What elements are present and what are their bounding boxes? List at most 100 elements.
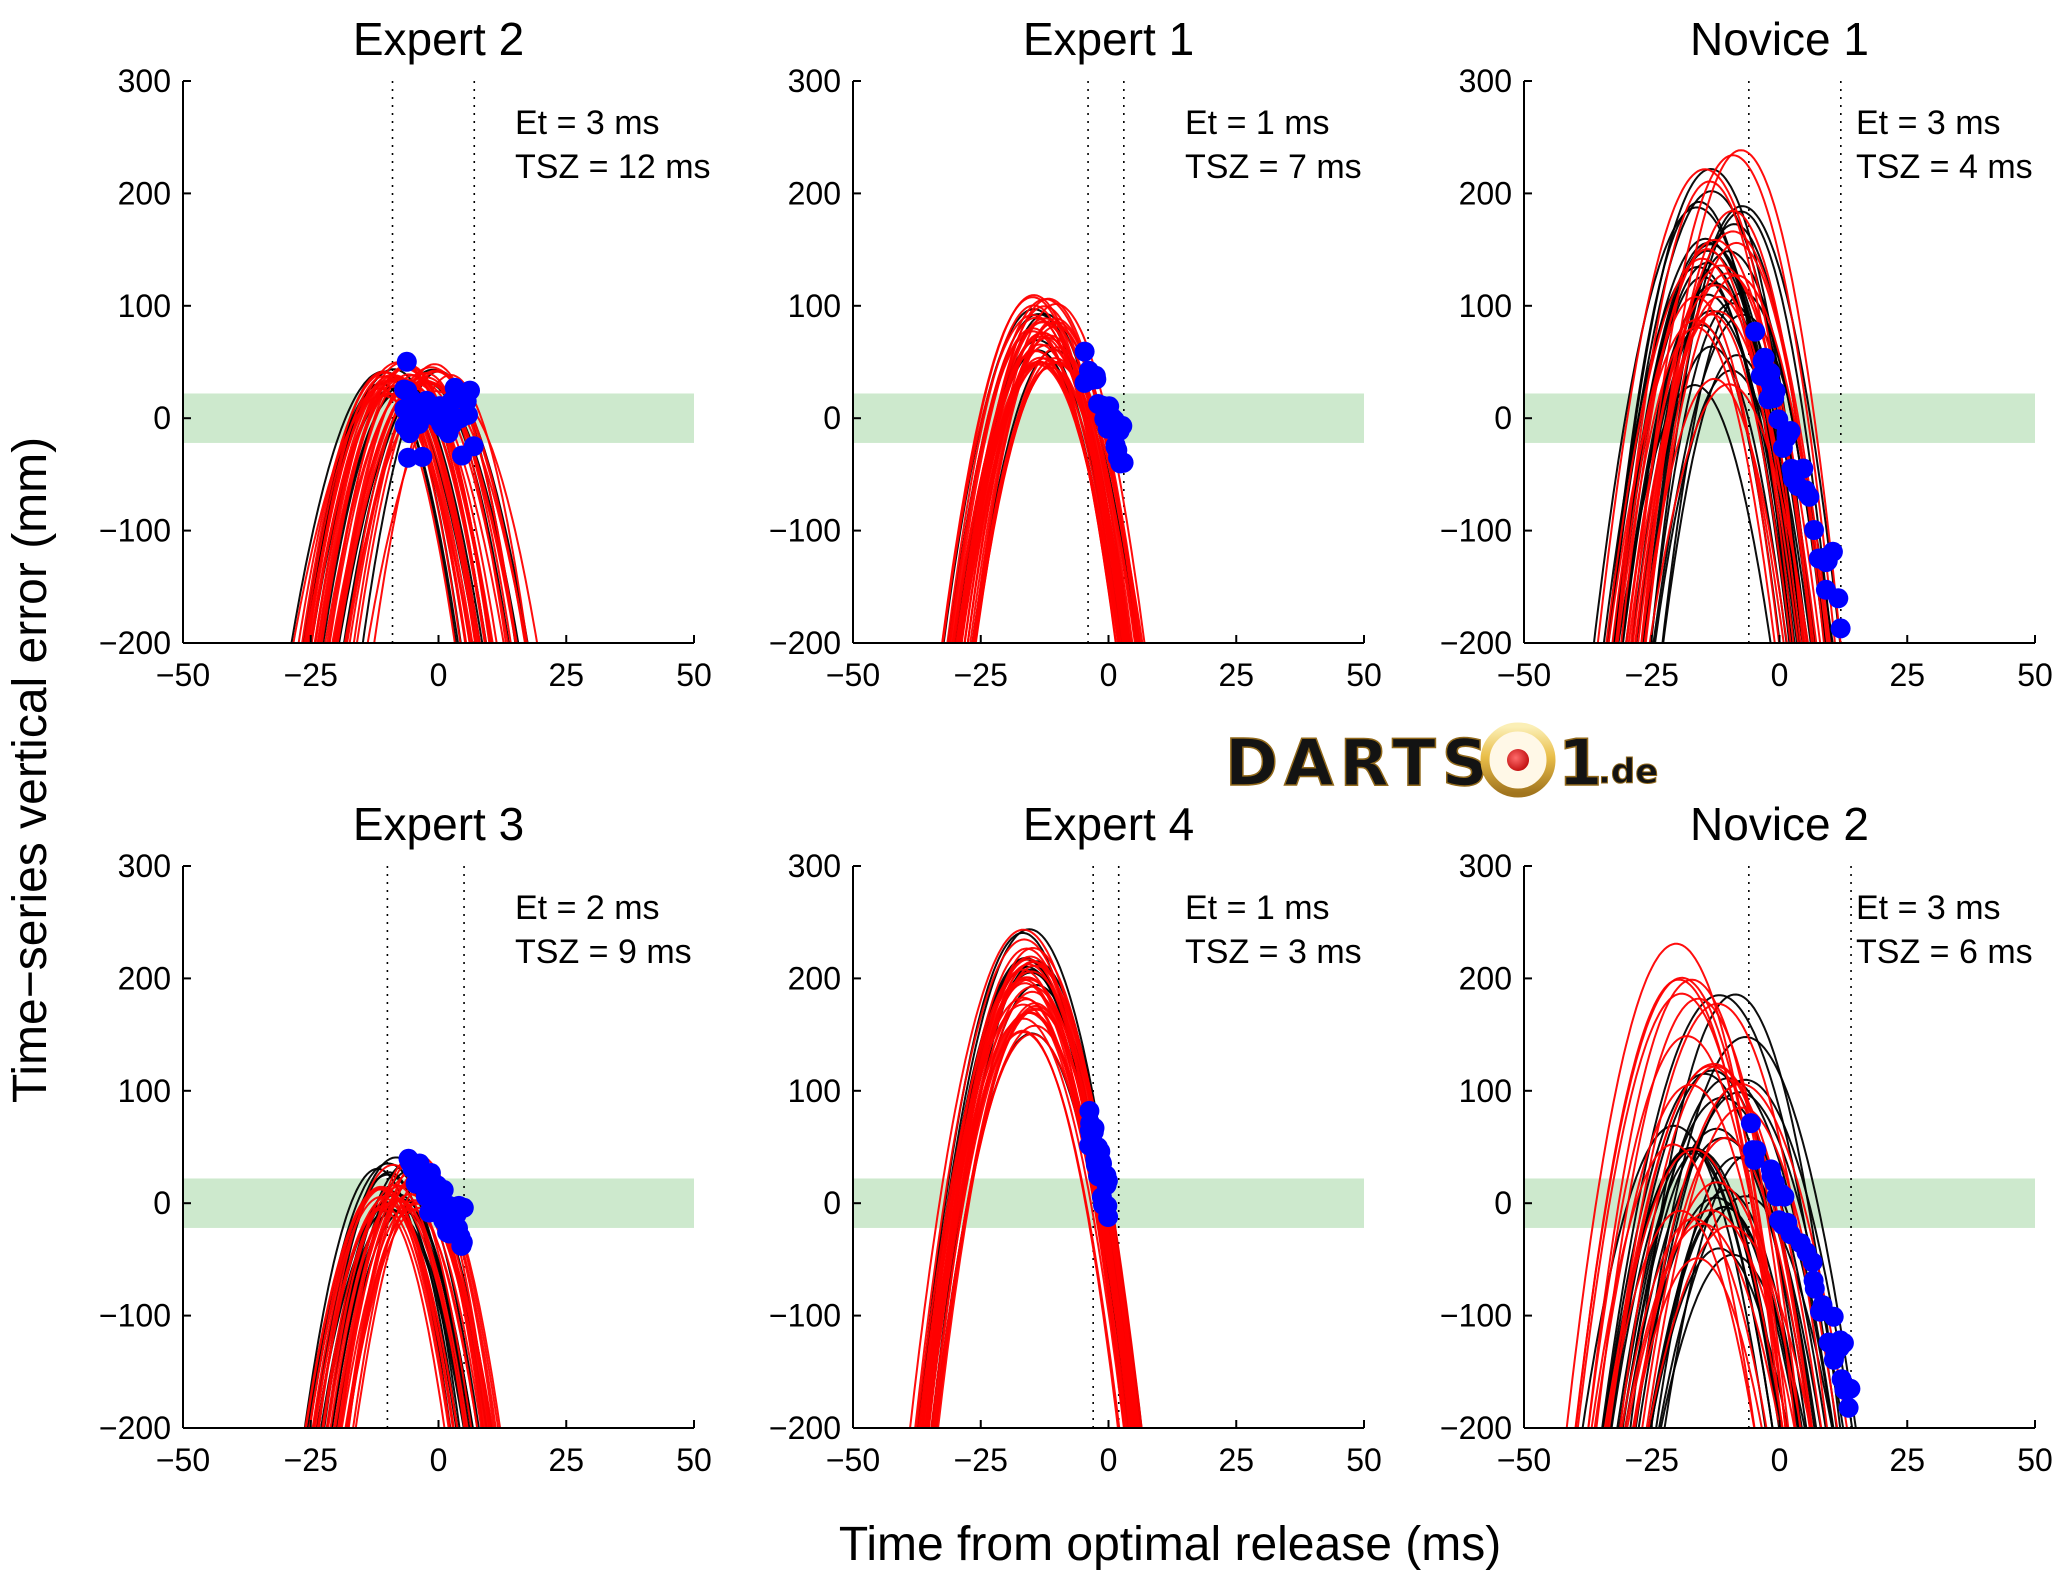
release-point [451, 1235, 472, 1256]
hit-trajectory [355, 370, 518, 643]
hit-trajectory [314, 1163, 473, 1428]
watermark-brand: DARTS [1225, 727, 1494, 801]
et-annotation: Et = 3 ms [1856, 889, 2001, 927]
y-tick-label: 100 [118, 288, 171, 324]
x-tick-label: −25 [284, 657, 338, 693]
miss-trajectory [1643, 205, 1842, 643]
x-tick-label: −25 [284, 1442, 338, 1478]
hit-trajectory [1641, 1136, 1811, 1428]
release-point [398, 1148, 419, 1169]
x-tick-label: 25 [1889, 1442, 1925, 1478]
y-tick-label: 200 [788, 960, 841, 996]
y-tick-label: −100 [769, 513, 841, 549]
y-tick-label: −200 [769, 625, 841, 661]
release-point [1744, 1149, 1765, 1170]
x-tick-label: 50 [1346, 1442, 1382, 1478]
hit-trajectory [973, 357, 1136, 643]
y-tick-label: 300 [788, 63, 841, 99]
y-tick-label: 200 [118, 960, 171, 996]
miss-trajectory [1601, 994, 1838, 1428]
hit-trajectory [1647, 1224, 1812, 1428]
release-points [394, 351, 484, 468]
hit-trajectory [1616, 326, 1776, 643]
y-tick-label: 300 [118, 63, 171, 99]
bullseye-dot-icon [1507, 749, 1529, 771]
release-point [460, 380, 480, 401]
hit-trajectory [1626, 1209, 1796, 1428]
release-point [1766, 1186, 1787, 1207]
et-annotation: Et = 3 ms [515, 104, 660, 142]
miss-trajectory [1637, 1078, 1854, 1428]
y-tick-label: 0 [823, 1185, 841, 1221]
hit-trajectory [941, 313, 1125, 643]
release-point [1818, 1332, 1839, 1353]
x-tick-label: 50 [2017, 1442, 2053, 1478]
panel-title: Expert 2 [353, 13, 524, 65]
release-point [1074, 341, 1095, 362]
hit-trajectory [1624, 1222, 1781, 1428]
x-tick-label: −25 [954, 657, 1008, 693]
miss-trajectory [312, 1156, 480, 1428]
hit-trajectory [346, 1201, 487, 1428]
x-tick-label: 50 [2017, 657, 2053, 693]
release-point [1079, 1100, 1100, 1121]
y-tick-label: −100 [99, 1298, 171, 1334]
release-point [1740, 1113, 1761, 1134]
tsz-annotation: TSZ = 4 ms [1856, 148, 2033, 186]
hit-trajectory [325, 1183, 466, 1428]
hit-trajectory [951, 350, 1121, 643]
x-tick-label: 25 [548, 657, 584, 693]
release-point [442, 414, 462, 435]
hit-trajectory [304, 1185, 459, 1428]
x-tick-label: 0 [430, 657, 448, 693]
release-points [1079, 1100, 1119, 1227]
release-point [1107, 440, 1128, 461]
release-point [1093, 1194, 1113, 1215]
hit-trajectory [1630, 154, 1836, 643]
x-tick-label: 50 [1346, 657, 1382, 693]
y-tick-label: 300 [1459, 848, 1512, 884]
y-tick-label: 300 [118, 848, 171, 884]
hit-trajectory [348, 381, 512, 643]
et-annotation: Et = 2 ms [515, 889, 660, 927]
release-point [1830, 618, 1851, 639]
hit-trajectory [321, 1202, 455, 1428]
y-tick-label: −100 [1440, 1298, 1512, 1334]
x-tick-label: −50 [156, 1442, 210, 1478]
y-tick-label: −200 [99, 625, 171, 661]
x-tick-label: −50 [826, 657, 880, 693]
y-tick-label: −100 [1440, 513, 1512, 549]
panel-title: Novice 2 [1690, 798, 1869, 850]
release-point [1084, 1118, 1105, 1138]
y-tick-label: −200 [1440, 625, 1512, 661]
release-point [412, 406, 433, 427]
y-tick-label: 200 [1459, 960, 1512, 996]
panel-novice-2: 300 200 100 0 −100 −200−50 −25 0 25 50 Novice 2 Et … [1440, 798, 2053, 1478]
release-point [1790, 1233, 1811, 1254]
hit-trajectory [1587, 978, 1797, 1428]
hit-trajectory [1603, 1148, 1784, 1428]
hit-trajectory [1640, 149, 1842, 643]
y-tick-label: −100 [99, 513, 171, 549]
y-tick-label: −200 [1440, 1410, 1512, 1446]
x-tick-label: −50 [1497, 1442, 1551, 1478]
hit-trajectory [337, 1193, 483, 1428]
release-point [422, 1186, 443, 1207]
hit-trajectory [956, 335, 1127, 643]
release-point [437, 1222, 458, 1243]
hit-trajectory [969, 320, 1142, 643]
hit-trajectory [317, 1208, 446, 1428]
hit-trajectory [346, 369, 526, 643]
hit-trajectory [307, 375, 462, 643]
panel-expert-4: 300 200 100 0 −100 −200−50 −25 0 25 50 Expert 4 Et … [769, 798, 1382, 1478]
x-tick-label: 0 [1771, 657, 1789, 693]
release-points [1074, 341, 1134, 474]
release-point [419, 1202, 440, 1223]
watermark-logo: DARTS 1 .de [1224, 722, 1659, 802]
hit-trajectory [326, 373, 492, 643]
hit-trajectory [301, 370, 467, 643]
y-tick-label: −200 [99, 1410, 171, 1446]
release-points [398, 1148, 474, 1256]
release-point [1828, 588, 1849, 609]
